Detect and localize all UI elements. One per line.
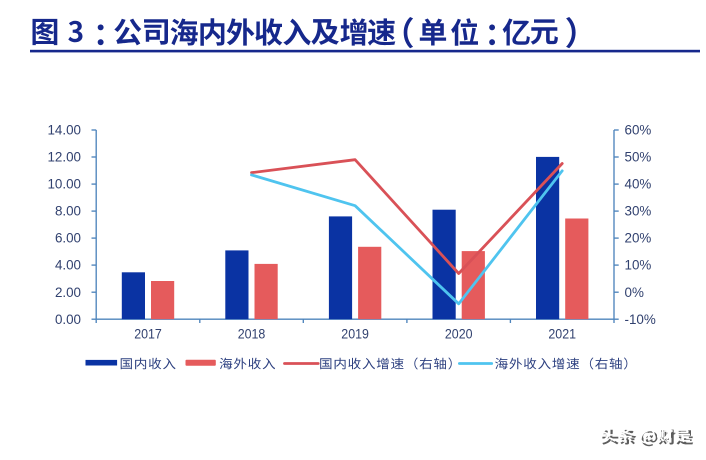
- svg-text:8.00: 8.00: [55, 204, 81, 219]
- svg-text:2020: 2020: [445, 326, 473, 341]
- svg-text:14.00: 14.00: [47, 123, 81, 138]
- svg-text:10%: 10%: [625, 258, 652, 273]
- svg-text:6.00: 6.00: [55, 231, 81, 246]
- svg-text:2017: 2017: [134, 326, 162, 341]
- svg-text:2021: 2021: [548, 326, 576, 341]
- svg-text:0.00: 0.00: [55, 312, 81, 327]
- svg-text:-10%: -10%: [625, 312, 656, 327]
- svg-text:2018: 2018: [238, 326, 266, 341]
- svg-text:2.00: 2.00: [55, 285, 81, 300]
- svg-text:0%: 0%: [625, 285, 644, 300]
- svg-text:4.00: 4.00: [55, 258, 81, 273]
- svg-text:60%: 60%: [625, 123, 652, 138]
- svg-text:2019: 2019: [341, 326, 369, 341]
- svg-text:12.00: 12.00: [47, 150, 81, 165]
- svg-text:10.00: 10.00: [47, 177, 81, 192]
- svg-text:20%: 20%: [625, 231, 652, 246]
- svg-text:40%: 40%: [625, 177, 652, 192]
- svg-text:30%: 30%: [625, 204, 652, 219]
- svg-text:50%: 50%: [625, 150, 652, 165]
